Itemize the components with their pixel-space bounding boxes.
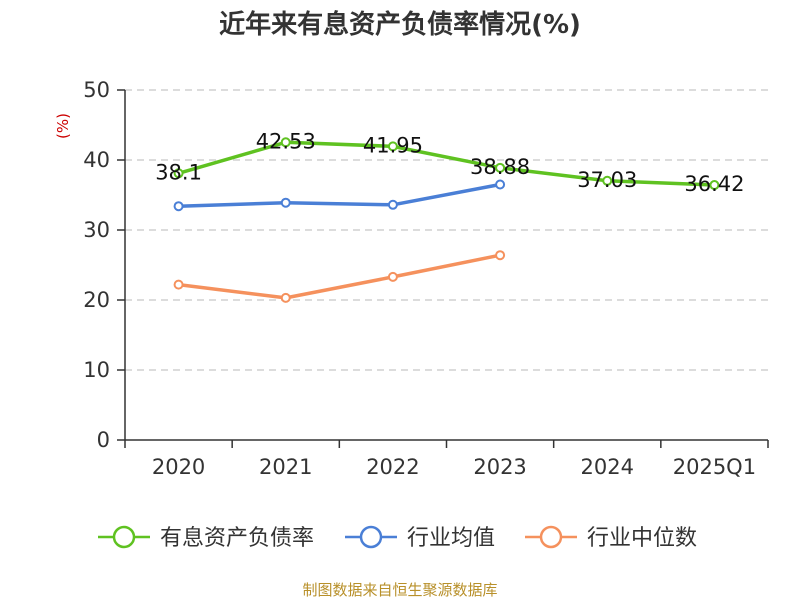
data-labels: 38.1 42.53 41.95 38.88 37.03 36.42 — [155, 129, 744, 196]
data-point — [173, 168, 184, 179]
y-tick-label: 50 — [83, 78, 110, 102]
data-point — [387, 199, 398, 210]
series-group — [173, 137, 720, 303]
x-tick-label: 2023 — [473, 455, 526, 479]
y-tick-label: 20 — [83, 288, 110, 312]
series-line — [178, 182, 501, 208]
data-point — [709, 180, 720, 191]
data-label: 41.95 — [363, 133, 423, 157]
x-tick-label: 2020 — [152, 455, 205, 479]
data-label: 37.03 — [577, 168, 637, 192]
x-tick-label: 2024 — [581, 455, 634, 479]
series-line — [178, 253, 501, 300]
data-label: 38.88 — [470, 155, 530, 179]
grid — [125, 89, 768, 371]
y-tick-label: 30 — [83, 218, 110, 242]
data-point — [173, 279, 184, 290]
legend-label: 行业中位数 — [587, 526, 697, 551]
data-point — [280, 292, 291, 303]
data-point — [387, 141, 398, 152]
data-point — [495, 250, 506, 261]
data-point — [280, 197, 291, 208]
series-2 — [173, 250, 506, 303]
legend-item-1: 行业均值 — [345, 525, 495, 551]
x-tick-label: 2021 — [259, 455, 312, 479]
legend: 有息资产负债率 行业均值 行业中位数 — [98, 525, 697, 551]
legend-marker — [539, 525, 563, 549]
legend-item-0: 有息资产负债率 — [98, 525, 314, 551]
y-tick-label: 40 — [83, 148, 110, 172]
data-label: 42.53 — [256, 129, 316, 153]
data-point — [387, 271, 398, 282]
x-tick-label: 2025Q1 — [673, 455, 756, 479]
y-tick-label: 0 — [97, 428, 110, 452]
data-point — [602, 175, 613, 186]
x-tick-label: 2022 — [366, 455, 419, 479]
data-label: 36.42 — [684, 172, 744, 196]
chart-title: 近年来有息资产负债率情况(%) — [219, 9, 581, 40]
data-point — [495, 162, 506, 173]
data-label: 38.1 — [155, 160, 202, 184]
data-point — [495, 179, 506, 190]
data-point — [280, 137, 291, 148]
y-axis-unit: (%) — [54, 113, 72, 139]
series-0 — [173, 137, 720, 191]
source-note: 制图数据来自恒生聚源数据库 — [302, 581, 497, 599]
legend-marker — [359, 525, 383, 549]
axes: 0 10 20 30 40 50 2020 2021 2022 2023 2024 2025Q1 — [83, 78, 769, 479]
data-point — [173, 201, 184, 212]
y-tick-label: 10 — [83, 358, 110, 382]
legend-marker — [112, 525, 136, 549]
series-1 — [173, 179, 506, 212]
legend-label: 有息资产负债率 — [160, 526, 314, 551]
series-line — [178, 140, 715, 187]
legend-item-2: 行业中位数 — [525, 525, 697, 551]
legend-label: 行业均值 — [407, 526, 495, 551]
